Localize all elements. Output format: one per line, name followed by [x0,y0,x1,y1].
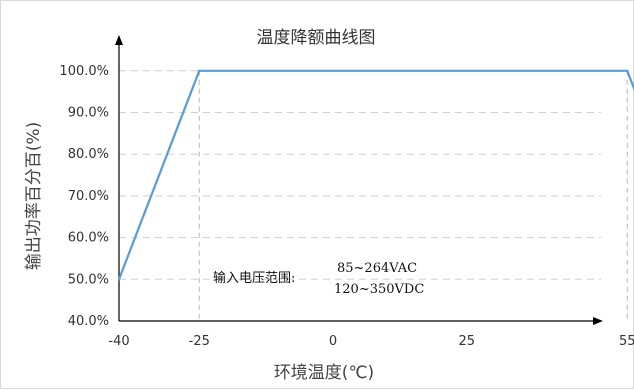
y-tick-label: 90.0% [68,106,109,121]
series-layer [117,69,634,281]
y-tick-label: 40.0% [68,314,109,329]
x-tick-labels: -40-250255570 [108,334,634,349]
y-tick-label: 60.0% [68,231,109,246]
y-tick-label: 70.0% [68,189,109,204]
data-point [117,278,121,281]
input-voltage-label: 输入电压范围: [213,270,295,286]
y-axis-title: 输出功率百分百(%) [24,122,44,270]
x-tick-label: 25 [458,334,475,349]
x-tick-label: 55 [619,334,634,349]
y-tick-label: 50.0% [68,272,109,287]
chart-title: 温度降额曲线图 [257,28,376,48]
x-axis-arrow-icon [593,317,603,325]
data-point [626,69,629,73]
grid-lines [119,70,601,280]
x-axis-title: 环境温度(℃) [274,363,374,383]
y-tick-label: 80.0% [68,147,109,162]
input-voltage-ac: 85~264VAC [337,261,417,276]
input-voltage-dc: 120~350VDC [334,282,424,297]
axes [115,35,603,325]
x-tick-label: -25 [189,334,210,349]
y-axis-arrow-icon [115,35,123,45]
data-point [198,69,201,73]
x-tick-label: -40 [108,334,129,349]
x-tick-label: 0 [329,334,337,349]
y-tick-labels: 40.0% 50.0% 60.0% 70.0% 80.0% 90.0% 100.0% [59,64,109,329]
y-tick-label: 100.0% [59,64,109,79]
derating-curve [117,69,634,280]
